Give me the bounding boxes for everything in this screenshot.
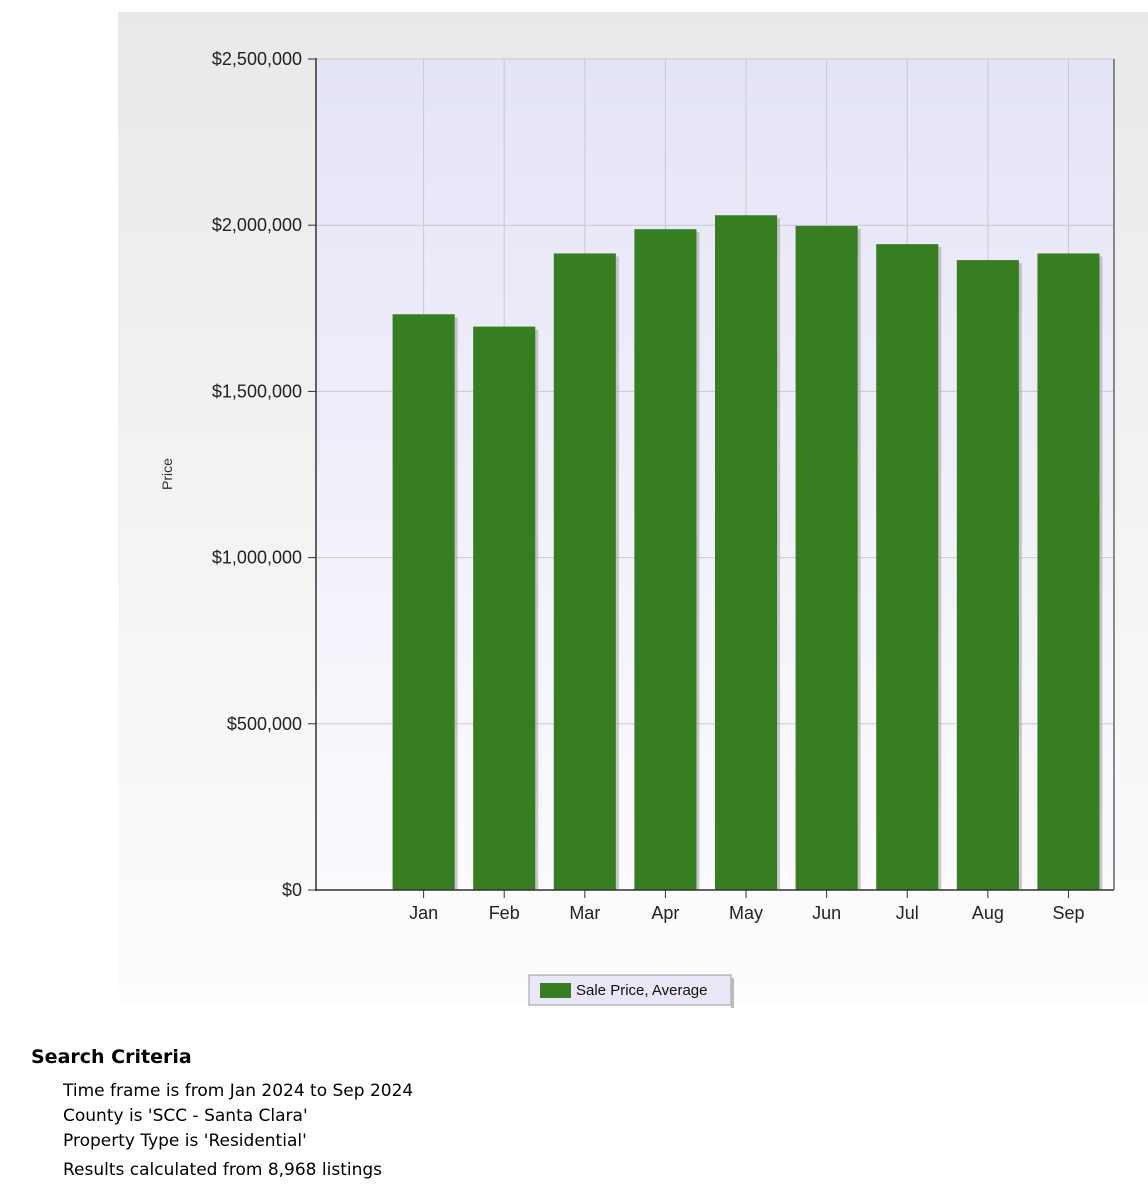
y-axis-title: Price — [159, 458, 175, 490]
results-count: Results calculated from 8,968 listings — [63, 1160, 383, 1180]
legend: Sale Price, Average — [528, 974, 734, 1008]
bar — [715, 215, 778, 890]
y-tick-label: $0 — [282, 880, 302, 900]
bar — [553, 253, 616, 891]
bar — [956, 260, 1019, 890]
bar — [392, 314, 455, 890]
x-tick-label: Sep — [1052, 903, 1084, 923]
x-tick-label: Jan — [409, 903, 438, 923]
criteria-list: Time frame is from Jan 2024 to Sep 2024 … — [63, 1079, 413, 1154]
bar — [795, 225, 858, 890]
bar-series — [392, 215, 1103, 891]
x-tick-label: May — [729, 903, 763, 923]
bar — [876, 244, 939, 891]
y-tick-label: $2,000,000 — [212, 215, 302, 235]
legend-swatch — [540, 983, 571, 998]
y-tick-label: $2,500,000 — [212, 49, 302, 69]
criteria-item: Time frame is from Jan 2024 to Sep 2024 — [63, 1081, 414, 1101]
x-tick-label: Aug — [972, 903, 1004, 923]
legend-shadow — [731, 978, 734, 1008]
x-tick-labels: Jan Feb Mar Apr May Jun Jul Aug Sep — [409, 890, 1084, 923]
criteria-item: County is 'SCC - Santa Clara' — [63, 1106, 308, 1126]
x-tick-label: Jul — [896, 903, 919, 923]
x-tick-label: Jun — [812, 903, 841, 923]
y-tick-label: $1,500,000 — [212, 381, 302, 401]
criteria-item: Property Type is 'Residential' — [63, 1131, 307, 1151]
y-tick-labels: $0 $500,000 $1,000,000 $1,500,000 $2,000,000… — [212, 49, 316, 900]
criteria-title: Search Criteria — [31, 1046, 192, 1068]
search-criteria: Search Criteria Time frame is from Jan 2… — [31, 1046, 413, 1180]
bar-chart: $0 $500,000 $1,000,000 $1,500,000 $2,000,000… — [159, 49, 1115, 1008]
x-tick-label: Apr — [651, 903, 679, 923]
legend-label: Sale Price, Average — [576, 982, 707, 999]
bar — [473, 326, 536, 890]
y-tick-label: $500,000 — [227, 714, 302, 734]
x-tick-label: Feb — [489, 903, 520, 923]
axes — [315, 58, 1115, 891]
x-tick-label: Mar — [569, 903, 600, 923]
bar — [634, 229, 697, 891]
bar — [1037, 253, 1100, 891]
y-tick-label: $1,000,000 — [212, 548, 302, 568]
